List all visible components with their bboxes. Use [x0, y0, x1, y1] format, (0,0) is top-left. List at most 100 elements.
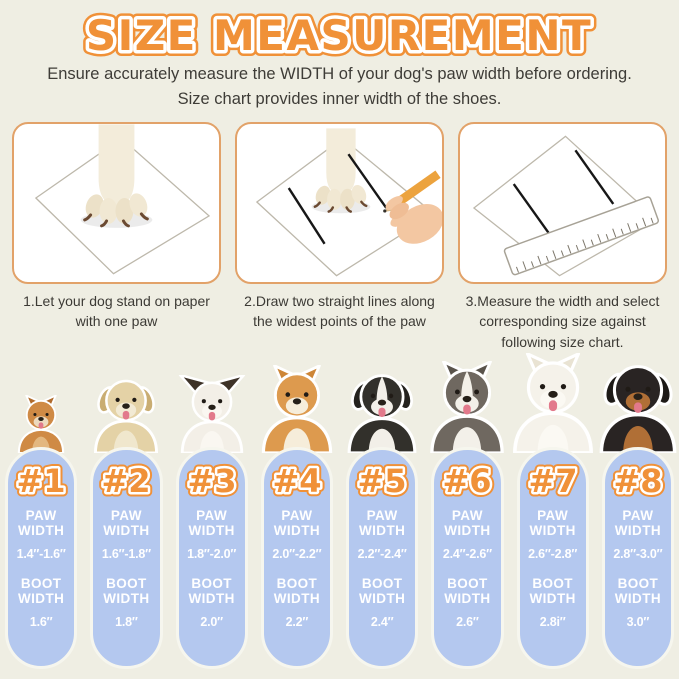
paw-width-label: PAW WIDTH [614, 507, 661, 538]
boot-width-label: BOOT WIDTH [529, 575, 576, 606]
samoyed-photo [503, 352, 603, 453]
subtitle-line: Size chart provides inner width of the s… [177, 89, 502, 108]
step-3: 3.Measure the width and select correspon… [458, 121, 667, 353]
svg-text:#1: #1 [17, 462, 66, 500]
step1-caption: 1.Let your dog stand on paper with one p… [23, 292, 210, 330]
subtitle: Ensure accurately measure the WIDTH of y… [0, 62, 679, 112]
size-pill: #3 #3 #3 PAW WIDTH 1.8″-2.0″ BOOT WIDTH … [175, 446, 248, 669]
boot-width-value: 1.8″ [115, 615, 138, 630]
size-column: #7 #7 #7 PAW WIDTH 2.6″-2.8″ BOOT WIDTH … [512, 352, 593, 669]
svg-text:#2: #2 [102, 462, 151, 500]
boot-width-label: BOOT WIDTH [444, 575, 491, 606]
size-number-label: #7 #7 #7 [524, 458, 582, 502]
svg-text:#2: #2 [102, 462, 151, 500]
size-pill: #7 #7 #7 PAW WIDTH 2.6″-2.8″ BOOT WIDTH … [516, 446, 589, 669]
paw-width-value: 1.4″-1.6″ [16, 546, 66, 561]
header: SIZE MEASUREMENT SIZE MEASUREMENT SIZE M… [0, 0, 679, 112]
step-2: 2.Draw two straight lines along the wide… [235, 121, 444, 353]
svg-text:#3: #3 [187, 462, 236, 500]
shiba-inu-photo [253, 364, 341, 453]
rottweiler-photo [590, 357, 679, 453]
svg-text:#4: #4 [272, 462, 321, 500]
paw-width-label: PAW WIDTH [103, 507, 150, 538]
size-number-label: #8 #8 #8 [609, 458, 667, 502]
paw-width-value: 2.2″-2.4″ [357, 546, 407, 561]
svg-text:#6: #6 [443, 462, 492, 500]
svg-text:#3: #3 [187, 462, 236, 500]
boot-width-value: 1.6″ [29, 615, 53, 630]
paw-width-value: 2.0″-2.2″ [272, 546, 322, 561]
size-number-label: #4 #4 #4 [268, 458, 326, 502]
subtitle-line: Ensure accurately measure the WIDTH of y… [47, 65, 632, 83]
boot-width-label: BOOT WIDTH [614, 575, 661, 606]
size-number-label: #1 #1 #1 [12, 458, 70, 502]
svg-text:#4: #4 [272, 462, 321, 500]
paw-width-value: 2.6″-2.8″ [528, 546, 578, 561]
svg-text:#8: #8 [613, 462, 662, 500]
step1-image [12, 121, 221, 284]
size-pill: #5 #5 #5 PAW WIDTH 2.2″-2.4″ BOOT WIDTH … [346, 446, 419, 669]
border-collie-photo [339, 367, 425, 453]
size-column: #2 #2 #2 PAW WIDTH 1.6″-1.8″ BOOT WIDTH … [90, 373, 163, 669]
svg-text:#1: #1 [17, 462, 66, 500]
paw-width-value: 2.4″-2.6″ [442, 546, 492, 561]
paw-width-label: PAW WIDTH [359, 507, 406, 538]
svg-text:#5: #5 [358, 462, 407, 500]
size-pill: #8 #8 #8 PAW WIDTH 2.8″-3.0″ BOOT WIDTH … [601, 446, 674, 669]
svg-text:#1: #1 [17, 462, 66, 500]
paw-width-label: PAW WIDTH [18, 507, 65, 538]
step2-image [235, 121, 444, 284]
svg-text:#4: #4 [272, 462, 321, 500]
svg-text:SIZE MEASUREMENT: SIZE MEASUREMENT [86, 11, 592, 60]
boot-width-value: 2.2″ [285, 615, 309, 630]
husky-photo [421, 360, 513, 453]
size-column: #6 #6 #6 PAW WIDTH 2.4″-2.6″ BOOT WIDTH … [430, 360, 505, 669]
size-pill: #6 #6 #6 PAW WIDTH 2.4″-2.6″ BOOT WIDTH … [431, 446, 504, 669]
step3-image [458, 121, 667, 284]
golden-retriever-photo [86, 373, 166, 453]
paw-width-value: 2.8″-3.0″ [613, 546, 663, 561]
paw-width-label: PAW WIDTH [444, 507, 491, 538]
boot-width-value: 2.4″ [370, 615, 394, 630]
boot-width-label: BOOT WIDTH [18, 575, 65, 606]
svg-text:#2: #2 [102, 462, 151, 500]
boot-width-value: 2.8i″ [539, 615, 566, 630]
size-pill: #4 #4 #4 PAW WIDTH 2.0″-2.2″ BOOT WIDTH … [260, 446, 333, 669]
svg-text:#3: #3 [187, 462, 236, 500]
boot-width-label: BOOT WIDTH [103, 575, 150, 606]
boot-width-label: BOOT WIDTH [359, 575, 406, 606]
paw-on-paper-illustration [34, 123, 211, 274]
size-column: #1 #1 #1 PAW WIDTH 1.4″-1.6″ BOOT WIDTH … [5, 394, 78, 669]
svg-text:#8: #8 [613, 462, 662, 500]
size-chart: #1 #1 #1 PAW WIDTH 1.4″-1.6″ BOOT WIDTH … [0, 352, 679, 669]
svg-text:#7: #7 [528, 462, 577, 500]
svg-text:#7: #7 [528, 462, 577, 500]
page-title: SIZE MEASUREMENT SIZE MEASUREMENT SIZE M… [80, 6, 597, 62]
size-pill: #2 #2 #2 PAW WIDTH 1.6″-1.8″ BOOT WIDTH … [90, 446, 163, 669]
size-column: #4 #4 #4 PAW WIDTH 2.0″-2.2″ BOOT WIDTH … [260, 364, 333, 669]
paw-width-value: 1.6″-1.8″ [101, 546, 151, 561]
paw-width-label: PAW WIDTH [529, 507, 576, 538]
size-number-label: #6 #6 #6 [438, 458, 496, 502]
paw-width-label: PAW WIDTH [273, 507, 320, 538]
pomeranian-photo [12, 394, 70, 453]
svg-text:#7: #7 [528, 462, 577, 500]
draw-lines-illustration [255, 127, 442, 276]
svg-text:#6: #6 [443, 462, 492, 500]
ruler-measure-illustration [472, 134, 660, 276]
step2-caption: 2.Draw two straight lines along the wide… [244, 292, 435, 330]
svg-text:#5: #5 [358, 462, 407, 500]
boot-width-value: 3.0″ [626, 615, 650, 630]
size-pill: #1 #1 #1 PAW WIDTH 1.4″-1.6″ BOOT WIDTH … [5, 446, 78, 669]
svg-text:SIZE MEASUREMENT: SIZE MEASUREMENT [86, 11, 592, 60]
paw-width-label: PAW WIDTH [188, 507, 235, 538]
step-1: 1.Let your dog stand on paper with one p… [12, 121, 221, 353]
boot-width-label: BOOT WIDTH [273, 575, 320, 606]
size-column: #5 #5 #5 PAW WIDTH 2.2″-2.4″ BOOT WIDTH … [346, 367, 419, 669]
boot-width-value: 2.0″ [200, 615, 223, 630]
size-number-label: #2 #2 #2 [97, 458, 155, 502]
boot-width-value: 2.6″ [456, 615, 479, 630]
size-column: #3 #3 #3 PAW WIDTH 1.8″-2.0″ BOOT WIDTH … [175, 374, 248, 669]
boot-width-label: BOOT WIDTH [188, 575, 235, 606]
svg-text:#6: #6 [443, 462, 492, 500]
